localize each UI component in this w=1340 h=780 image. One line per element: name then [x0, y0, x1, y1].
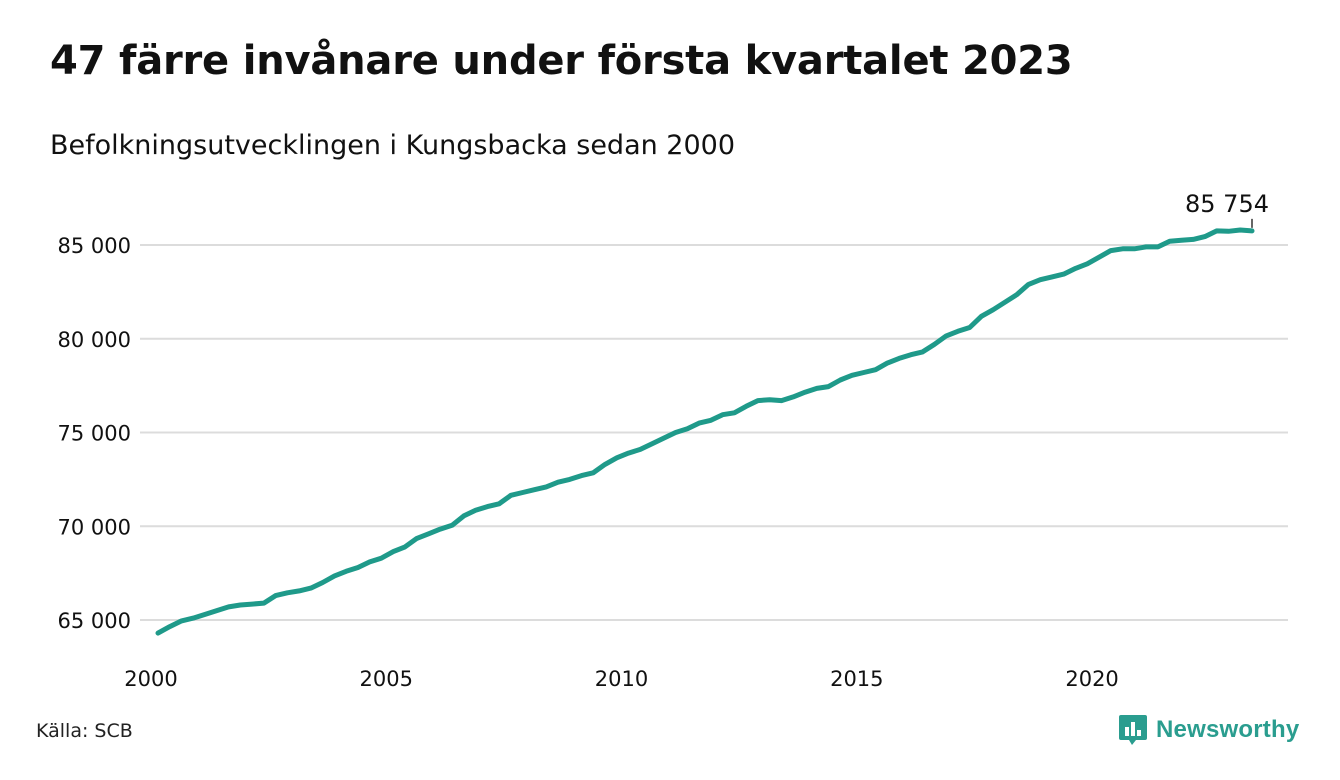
- last-value-label: 85 754: [1185, 190, 1269, 218]
- series-layer: [155, 227, 1255, 636]
- newsworthy-logo: Newsworthy: [1118, 713, 1299, 747]
- gridlines: [140, 244, 1288, 621]
- newsworthy-logo-text: Newsworthy: [1156, 716, 1300, 743]
- newsworthy-logo-icon: [1119, 715, 1147, 745]
- chart-subtitle: Befolkningsutvecklingen i Kungsbacka sed…: [50, 130, 736, 161]
- y-tick-label: 85 000: [58, 234, 131, 258]
- x-tick-label: 2000: [124, 667, 177, 691]
- x-axis-ticks: 2000 2005 2010 2015 2020: [124, 667, 1119, 691]
- annotation-layer: 85 754: [1185, 190, 1269, 228]
- y-axis-ticks: 65 000 70 000 75 000 80 000 85 000: [58, 234, 131, 633]
- chart-title: 47 färre invånare under första kvartalet…: [50, 38, 1073, 84]
- y-tick-label: 75 000: [58, 422, 131, 446]
- series-line: [155, 227, 1255, 636]
- y-tick-label: 65 000: [58, 609, 131, 633]
- y-tick-label: 70 000: [58, 515, 131, 539]
- x-tick-label: 2020: [1065, 667, 1118, 691]
- x-tick-label: 2015: [830, 667, 883, 691]
- x-tick-label: 2010: [595, 667, 648, 691]
- x-tick-label: 2005: [360, 667, 413, 691]
- source-note: Källa: SCB: [36, 720, 133, 742]
- y-tick-label: 80 000: [58, 328, 131, 352]
